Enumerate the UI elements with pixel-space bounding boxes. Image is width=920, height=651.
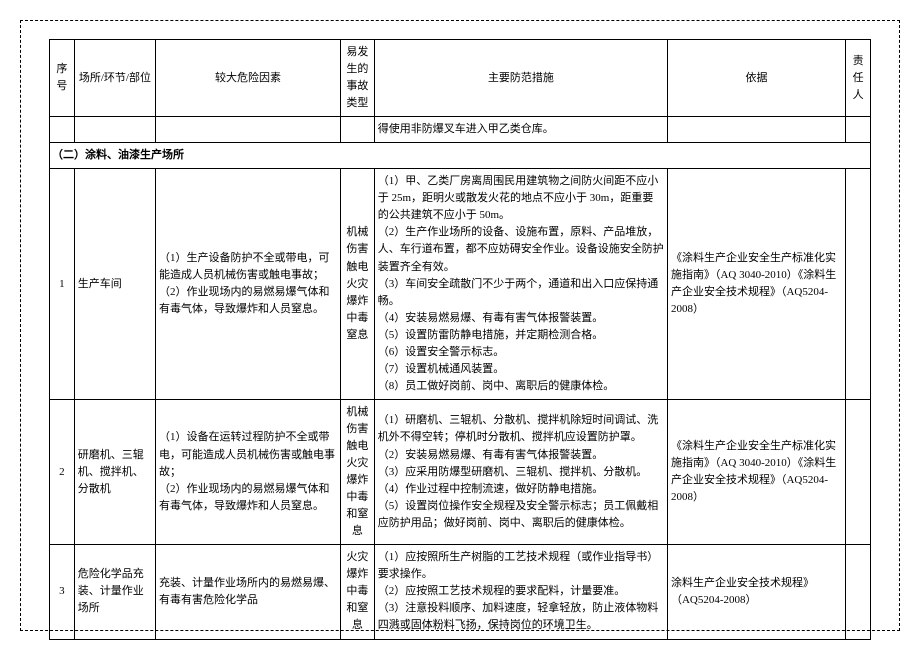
header-row: 序号 场所/环节/部位 较大危险因素 易发生的事故类型 主要防范措施 依据 责任…: [50, 40, 871, 117]
cell-seq: 3: [50, 545, 75, 639]
hdr-place: 场所/环节/部位: [74, 40, 155, 117]
cell-meas: （1）甲、乙类厂房离周围民用建筑物之间防火间距不应小于 25m，距明火或散发火花…: [374, 169, 667, 400]
table-row: 3危险化学品充装、计量作业场所充装、计量作业场所内的易燃易爆、有毒有害危险化学品…: [50, 545, 871, 639]
hdr-resp: 责任人: [846, 40, 871, 117]
table-row: 2研磨机、三辊机、搅拌机、分散机（1）设备在运转过程防护不全或带电，可能造成人员…: [50, 399, 871, 544]
cell-seq: [50, 117, 75, 143]
cell-basis: 《涂料生产企业安全生产标准化实施指南》（AQ 3040-2010）《涂料生产企业…: [667, 399, 845, 544]
hazard-table: 序号 场所/环节/部位 较大危险因素 易发生的事故类型 主要防范措施 依据 责任…: [49, 39, 871, 640]
cell-place: 生产车间: [74, 169, 155, 400]
cell-type: 火灾爆炸中毒和窒息: [340, 545, 374, 639]
cell-risk: （1）生产设备防护不全或带电，可能造成人员机械伤害或触电事故；（2）作业现场内的…: [155, 169, 340, 400]
hdr-risk: 较大危险因素: [155, 40, 340, 117]
cell-basis: 《涂料生产企业安全生产标准化实施指南》（AQ 3040-2010）《涂料生产企业…: [667, 169, 845, 400]
section-title: （二）涂料、油漆生产场所: [50, 143, 871, 169]
cell-place: 研磨机、三辊机、搅拌机、分散机: [74, 399, 155, 544]
cell-resp: [846, 399, 871, 544]
cell-basis: [667, 117, 845, 143]
table-body: 得使用非防爆叉车进入甲乙类仓库。 （二）涂料、油漆生产场所 1生产车间（1）生产…: [50, 117, 871, 639]
hdr-meas: 主要防范措施: [374, 40, 667, 117]
cell-type: 机械伤害触电火灾爆炸中毒和窒息: [340, 399, 374, 544]
table-row: 1生产车间（1）生产设备防护不全或带电，可能造成人员机械伤害或触电事故；（2）作…: [50, 169, 871, 400]
table-row: 得使用非防爆叉车进入甲乙类仓库。: [50, 117, 871, 143]
cell-basis: 涂料生产企业安全技术规程》（AQ5204-2008）: [667, 545, 845, 639]
cell-type: 机械伤害触电火灾爆炸中毒窒息: [340, 169, 374, 400]
cell-resp: [846, 117, 871, 143]
cell-resp: [846, 545, 871, 639]
cell-seq: 1: [50, 169, 75, 400]
cell-type: [340, 117, 374, 143]
cell-place: [74, 117, 155, 143]
hdr-type: 易发生的事故类型: [340, 40, 374, 117]
cell-seq: 2: [50, 399, 75, 544]
cell-risk: 充装、计量作业场所内的易燃易爆、有毒有害危险化学品: [155, 545, 340, 639]
hdr-seq: 序号: [50, 40, 75, 117]
cell-meas: （1）应按照所生产树脂的工艺技术规程（或作业指导书）要求操作。（2）应按照工艺技…: [374, 545, 667, 639]
cell-risk: [155, 117, 340, 143]
hdr-basis: 依据: [667, 40, 845, 117]
cell-resp: [846, 169, 871, 400]
cell-place: 危险化学品充装、计量作业场所: [74, 545, 155, 639]
page-frame: 序号 场所/环节/部位 较大危险因素 易发生的事故类型 主要防范措施 依据 责任…: [20, 20, 900, 631]
cell-risk: （1）设备在运转过程防护不全或带电，可能造成人员机械伤害或触电事故；（2）作业现…: [155, 399, 340, 544]
cell-meas: （1）研磨机、三辊机、分散机、搅拌机除短时间调试、洗机外不得空转；停机时分散机、…: [374, 399, 667, 544]
cell-meas: 得使用非防爆叉车进入甲乙类仓库。: [374, 117, 667, 143]
section-row: （二）涂料、油漆生产场所: [50, 143, 871, 169]
